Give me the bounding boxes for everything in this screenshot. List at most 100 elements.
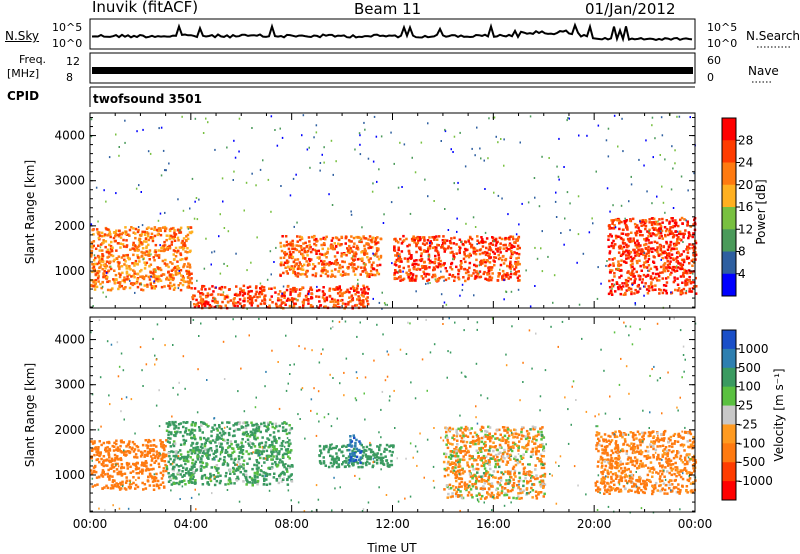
heatmap-cell <box>458 485 461 488</box>
heatmap-cell <box>377 272 381 276</box>
heatmap-cell <box>250 446 253 449</box>
heatmap-cell <box>503 279 505 282</box>
heatmap-cell <box>539 483 542 487</box>
heatmap-cell <box>112 236 116 240</box>
heatmap-cell <box>172 467 175 470</box>
heatmap-cell <box>272 455 275 458</box>
heatmap-cell <box>128 265 131 268</box>
heatmap-cell <box>384 303 387 306</box>
heatmap-cell <box>301 300 305 304</box>
heatmap-cell <box>187 454 190 457</box>
heatmap-cell <box>505 291 508 293</box>
heatmap-cell <box>172 474 175 477</box>
heatmap-cell <box>134 236 137 240</box>
heatmap-cell <box>348 291 351 294</box>
heatmap-cell <box>659 248 663 251</box>
heatmap-cell <box>612 219 615 222</box>
heatmap-cell <box>292 286 295 290</box>
heatmap-cell <box>335 455 339 458</box>
heatmap-cell <box>109 487 113 490</box>
heatmap-cell <box>355 235 358 239</box>
heatmap-cell <box>326 250 329 254</box>
heatmap-cell <box>234 440 237 443</box>
heatmap-cell <box>394 237 397 241</box>
heatmap-cell <box>662 201 665 204</box>
heatmap-cell <box>511 235 515 239</box>
heatmap-cell <box>465 248 468 252</box>
heatmap-cell <box>96 271 99 275</box>
heatmap-cell <box>334 236 338 239</box>
heatmap-cell <box>647 285 650 288</box>
heatmap-cell <box>295 248 299 252</box>
heatmap-cell <box>98 454 101 458</box>
heatmap-cell <box>641 219 645 222</box>
heatmap-cell <box>478 271 481 274</box>
heatmap-cell <box>238 463 242 466</box>
heatmap-cell <box>312 267 315 270</box>
heatmap-cell <box>437 256 441 259</box>
heatmap-cell <box>242 421 245 425</box>
heatmap-cell <box>684 271 687 275</box>
heatmap-cell <box>207 483 211 486</box>
heatmap-cell <box>108 447 111 451</box>
heatmap-cell <box>125 244 129 247</box>
heatmap-cell <box>478 493 481 497</box>
heatmap-cell <box>238 117 241 120</box>
heatmap-cell <box>498 438 501 441</box>
heatmap-cell <box>651 272 655 275</box>
heatmap-cell <box>260 441 264 445</box>
heatmap-cell <box>323 161 325 164</box>
heatmap-cell <box>529 115 532 118</box>
heatmap-cell <box>185 235 188 238</box>
heatmap-cell <box>401 186 403 188</box>
heatmap-cell <box>290 243 293 246</box>
heatmap-cell <box>639 252 643 256</box>
heatmap-cell <box>163 240 166 244</box>
heatmap-cell <box>283 465 286 469</box>
heatmap-cell <box>245 473 248 477</box>
heatmap-cell <box>517 252 521 256</box>
heatmap-cell <box>433 246 437 249</box>
heatmap-cell <box>406 260 410 263</box>
heatmap-cell <box>102 464 105 468</box>
heatmap-cell <box>98 231 101 234</box>
heatmap-cell <box>324 269 328 272</box>
heatmap-cell <box>160 459 163 462</box>
heatmap-cell <box>318 300 321 303</box>
heatmap-cell <box>486 271 489 275</box>
heatmap-cell <box>636 231 639 234</box>
heatmap-cell <box>353 258 357 261</box>
heatmap-cell <box>272 431 276 434</box>
heatmap-cell <box>177 239 180 242</box>
heatmap-cell <box>201 446 204 450</box>
heatmap-cell <box>676 237 679 241</box>
heatmap-cell <box>94 256 97 260</box>
heatmap-cell <box>159 439 162 442</box>
heatmap-cell <box>118 233 121 237</box>
heatmap-cell <box>299 245 303 248</box>
heatmap-cell <box>103 473 107 476</box>
heatmap-cell <box>486 251 489 254</box>
heatmap-cell <box>657 232 660 235</box>
heatmap-cell <box>141 481 144 485</box>
heatmap-cell <box>347 301 350 304</box>
heatmap-cell <box>192 294 195 297</box>
heatmap-cell <box>105 200 107 203</box>
heatmap-cell <box>235 285 238 288</box>
heatmap-cell <box>108 460 112 464</box>
heatmap-cell <box>437 262 440 265</box>
heatmap-cell <box>614 234 618 238</box>
heatmap-cell <box>104 274 108 278</box>
heatmap-cell <box>270 448 273 452</box>
heatmap-cell <box>226 294 229 298</box>
heatmap-cell <box>155 472 158 476</box>
heatmap-cell <box>408 243 411 247</box>
heatmap-cell <box>148 265 151 268</box>
heatmap-cell <box>652 156 654 159</box>
heatmap-cell <box>200 464 203 468</box>
heatmap-cell <box>246 300 250 303</box>
heatmap-cell <box>241 305 245 308</box>
heatmap-cell <box>133 275 136 279</box>
heatmap-cell <box>633 248 636 252</box>
heatmap-cell <box>379 237 382 240</box>
